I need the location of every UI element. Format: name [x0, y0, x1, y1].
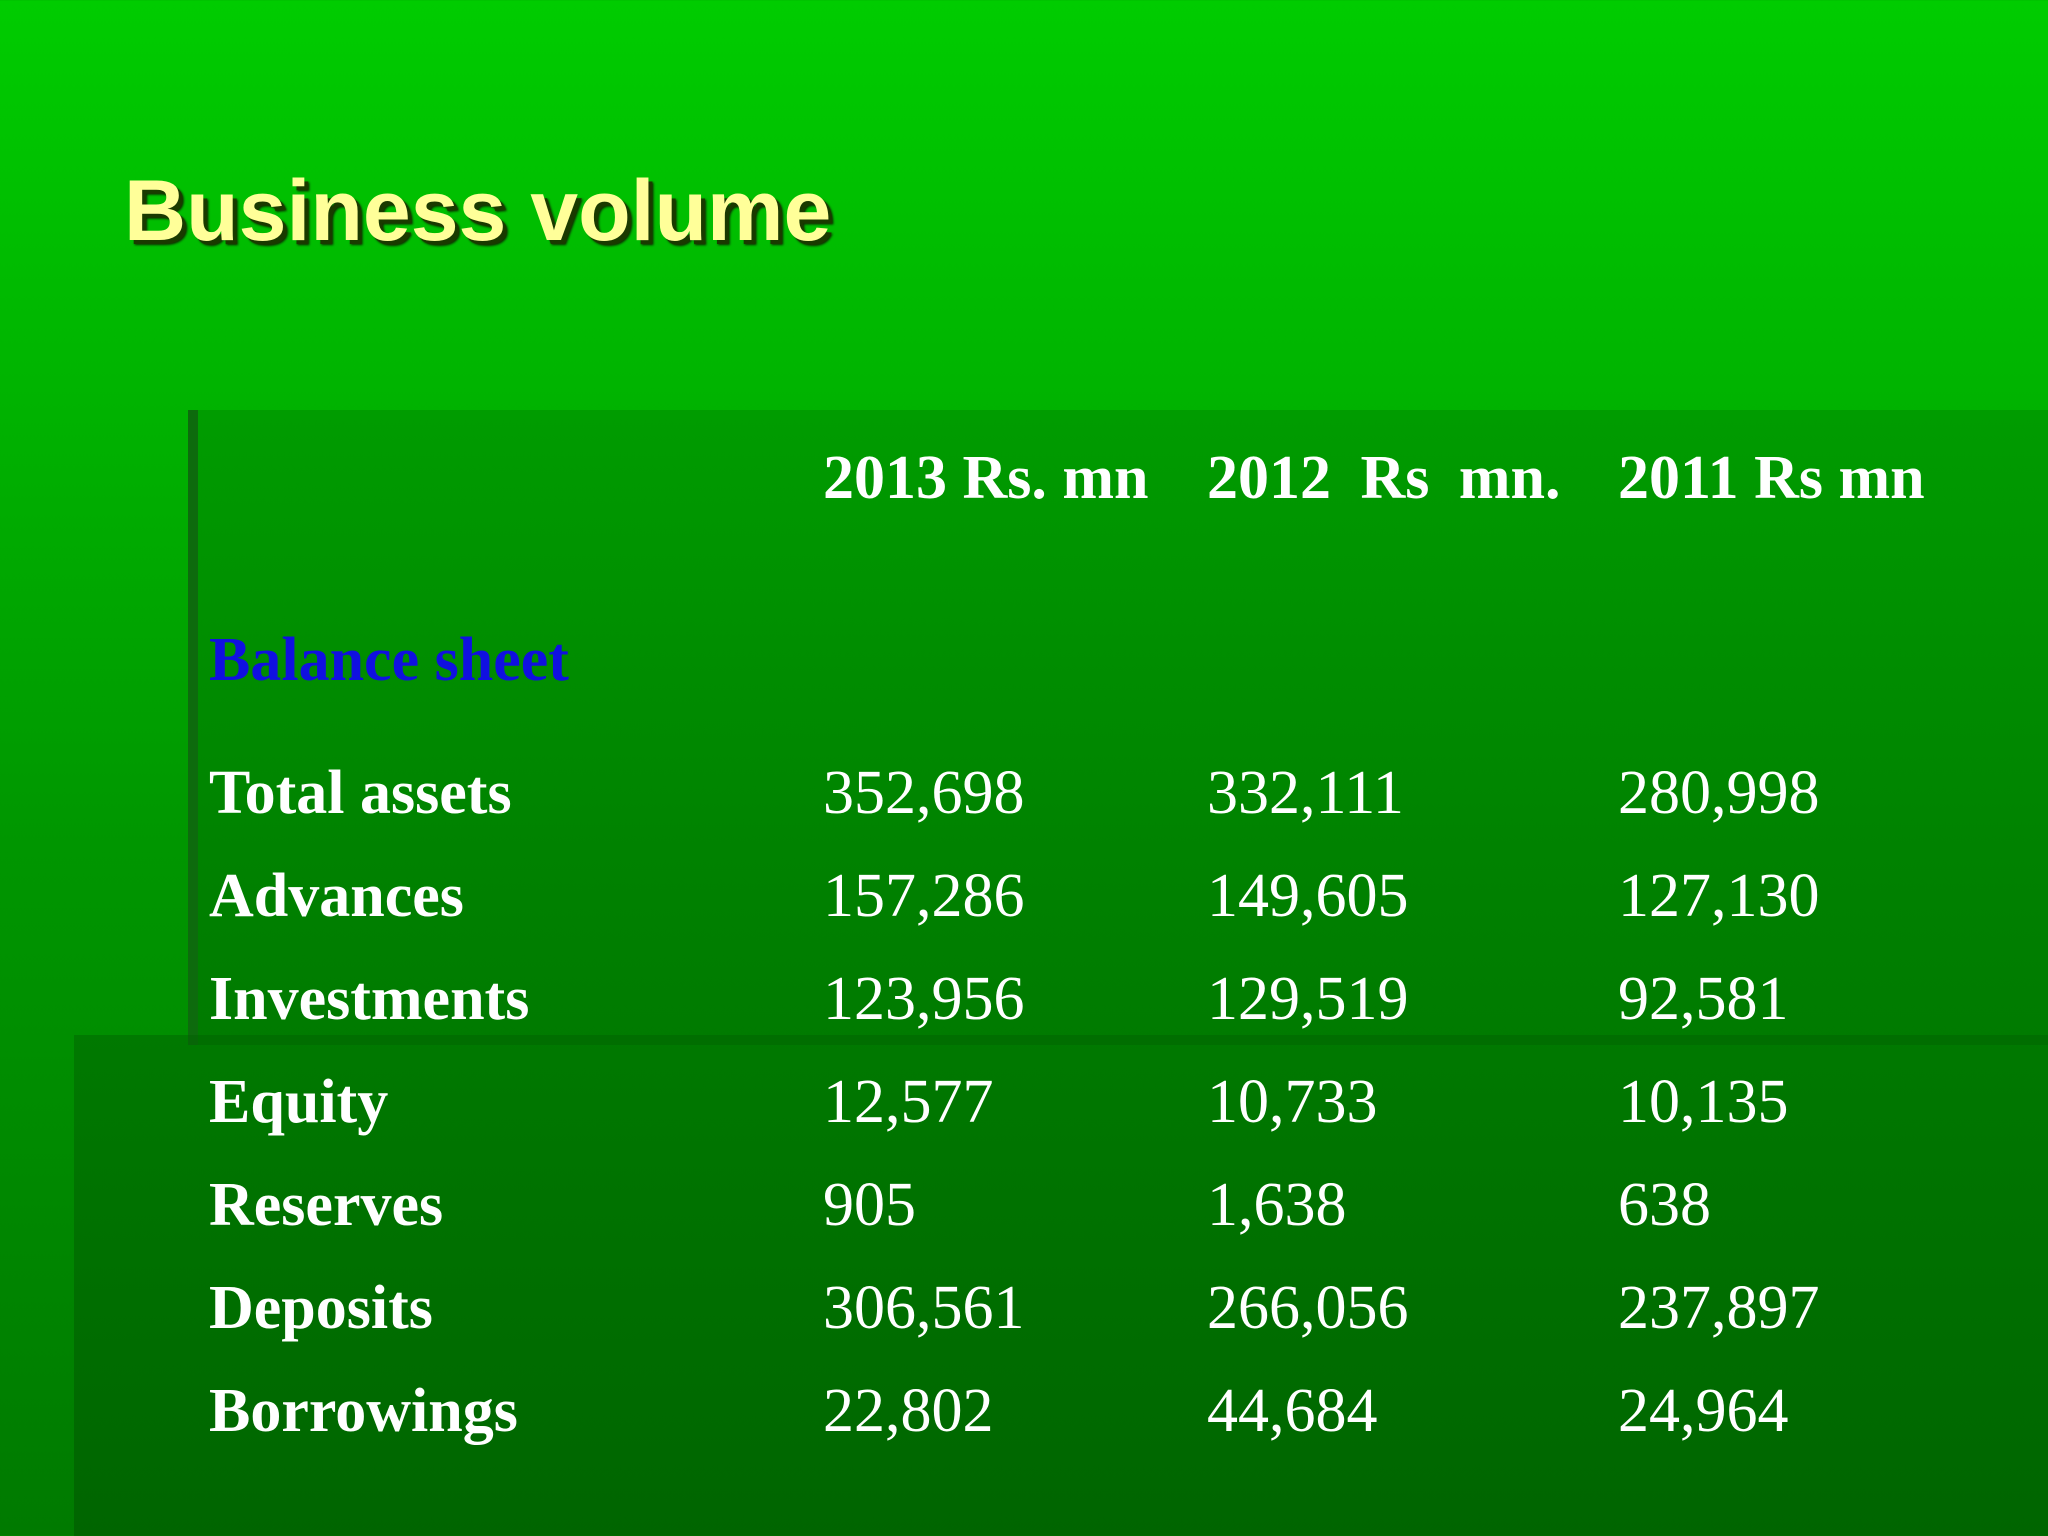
- header-2011: 2011 Rs mn: [1618, 444, 1925, 512]
- header-2012: 2012 Rs mn.: [1207, 444, 1561, 512]
- cell-2011: 237,897: [1618, 1274, 1820, 1342]
- cell-2012: 332,111: [1207, 759, 1404, 827]
- section-label-balance-sheet: Balance sheet: [209, 626, 569, 694]
- cell-2013: 123,956: [823, 965, 1025, 1033]
- cell-2011: 10,135: [1618, 1068, 1789, 1136]
- table-row-total-assets: Total assets 352,698 332,111 280,998: [0, 755, 2048, 858]
- cell-2013: 352,698: [823, 759, 1025, 827]
- cell-2011: 92,581: [1618, 965, 1789, 1033]
- row-label: Borrowings: [209, 1377, 518, 1445]
- table-row-deposits: Deposits 306,561 266,056 237,897: [0, 1270, 2048, 1373]
- table-panel-lower: [74, 1035, 2048, 1536]
- table-row-reserves: Reserves 905 1,638 638: [0, 1167, 2048, 1270]
- header-2013: 2013 Rs. mn: [823, 444, 1149, 512]
- cell-2013: 306,561: [823, 1274, 1025, 1342]
- cell-2013: 22,802: [823, 1377, 994, 1445]
- cell-2012: 10,733: [1207, 1068, 1378, 1136]
- cell-2011: 280,998: [1618, 759, 1820, 827]
- row-label: Reserves: [209, 1171, 444, 1239]
- cell-2011: 24,964: [1618, 1377, 1789, 1445]
- row-label: Total assets: [209, 759, 512, 827]
- row-label: Equity: [209, 1068, 389, 1136]
- cell-2012: 129,519: [1207, 965, 1409, 1033]
- slide-title: Business volume: [124, 163, 832, 259]
- cell-2013: 12,577: [823, 1068, 994, 1136]
- cell-2011: 638: [1618, 1171, 1711, 1239]
- cell-2011: 127,130: [1618, 862, 1820, 930]
- cell-2012: 44,684: [1207, 1377, 1378, 1445]
- table-panel-upper: [188, 410, 2048, 1045]
- cell-2012: 149,605: [1207, 862, 1409, 930]
- row-label: Advances: [209, 862, 464, 930]
- cell-2012: 266,056: [1207, 1274, 1409, 1342]
- table-row-borrowings: Borrowings 22,802 44,684 24,964: [0, 1373, 2048, 1476]
- cell-2013: 157,286: [823, 862, 1025, 930]
- row-label: Deposits: [209, 1274, 433, 1342]
- table-row-investments: Investments 123,956 129,519 92,581: [0, 961, 2048, 1064]
- cell-2013: 905: [823, 1171, 916, 1239]
- cell-2012: 1,638: [1207, 1171, 1347, 1239]
- table-row-equity: Equity 12,577 10,733 10,135: [0, 1064, 2048, 1167]
- row-label: Investments: [209, 965, 530, 1033]
- table-row-advances: Advances 157,286 149,605 127,130: [0, 858, 2048, 961]
